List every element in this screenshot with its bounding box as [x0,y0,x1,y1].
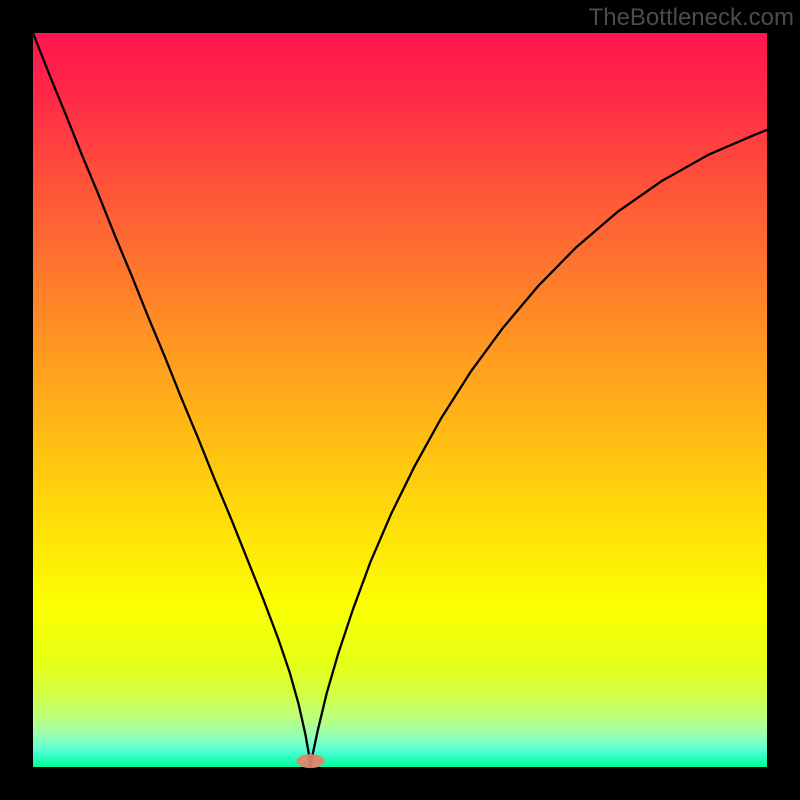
chart-container: TheBottleneck.com [0,0,800,800]
plot-panel [33,33,767,767]
bottleneck-curve-chart [0,0,800,800]
optimum-marker [296,754,324,768]
